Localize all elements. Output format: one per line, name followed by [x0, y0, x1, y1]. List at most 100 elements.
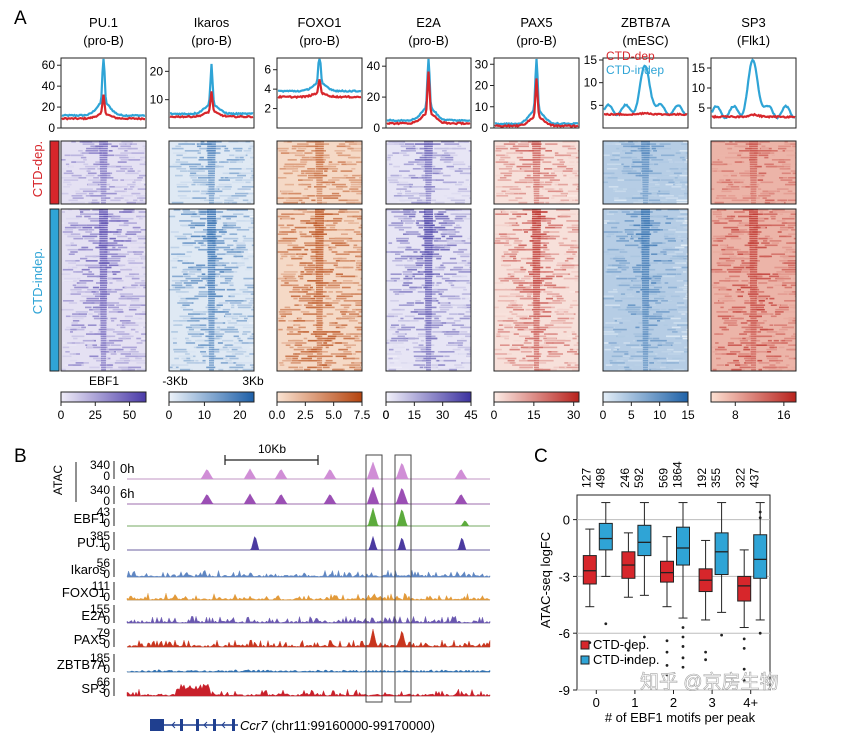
- heatmap-streak: [337, 154, 351, 157]
- heatmap-center-streak: [749, 224, 758, 227]
- heatmap-streak: [183, 275, 191, 278]
- heatmap-streak: [494, 288, 507, 291]
- heatmap-streak: [503, 163, 510, 166]
- heatmap-streak: [181, 213, 195, 215]
- heatmap-streak: [562, 141, 576, 143]
- heatmap-center-streak: [532, 145, 541, 148]
- heatmap-center-streak: [643, 362, 648, 364]
- heatmap-streak: [305, 172, 319, 175]
- heatmap-streak: [193, 297, 199, 300]
- heatmap-streak: [774, 266, 788, 269]
- heatmap-streak: [622, 172, 628, 175]
- heatmap-streak: [755, 209, 769, 211]
- heatmap-streak: [406, 255, 422, 258]
- heatmap-streak: [623, 145, 638, 148]
- heatmap-streak: [469, 266, 471, 269]
- heatmap-streak: [280, 257, 284, 260]
- heatmap-center-streak: [315, 242, 324, 244]
- heatmap-streak: [134, 282, 146, 284]
- heatmap-streak: [299, 231, 303, 233]
- heatmap-streak: [324, 339, 332, 342]
- heatmap-streak: [338, 348, 348, 351]
- heatmap-streak: [62, 280, 74, 282]
- heatmap-streak: [350, 260, 356, 262]
- heatmap-streak: [403, 217, 412, 220]
- heatmap-streak: [221, 233, 226, 235]
- heatmap-streak: [73, 353, 80, 355]
- heatmap-streak: [179, 320, 194, 322]
- heatmap-center-streak: [641, 237, 650, 240]
- heatmap-center-streak: [100, 304, 107, 306]
- heatmap-streak: [117, 235, 128, 238]
- heatmap-streak: [293, 348, 305, 351]
- heatmap-streak: [500, 344, 510, 346]
- heatmap-streak: [218, 302, 229, 304]
- heatmap-streak: [107, 277, 122, 280]
- heatmap-streak: [648, 172, 662, 175]
- heatmap-streak: [231, 304, 235, 306]
- heatmap-streak: [138, 253, 146, 255]
- heatmap-streak: [649, 362, 654, 364]
- heatmap-streak: [712, 284, 717, 287]
- heatmap-streak: [732, 284, 745, 287]
- heatmap-streak: [679, 266, 688, 269]
- heatmap-streak: [535, 246, 548, 249]
- heatmap-center-streak: [641, 257, 650, 260]
- heatmap-center-streak: [750, 300, 757, 302]
- heatmap-streak: [684, 170, 688, 172]
- heatmap-streak: [526, 293, 533, 295]
- heatmap-streak: [744, 300, 750, 302]
- heatmap-streak: [770, 215, 776, 218]
- heatmap-streak: [387, 355, 398, 358]
- heatmap-streak: [301, 320, 315, 322]
- heatmap-streak: [242, 260, 249, 262]
- heatmap-streak: [61, 177, 74, 179]
- heatmap-streak: [504, 337, 509, 340]
- heatmap-streak: [540, 215, 546, 218]
- heatmap-streak: [109, 220, 121, 222]
- heatmap-streak: [438, 293, 443, 295]
- heatmap-center-streak: [642, 331, 649, 333]
- heatmap-streak: [228, 141, 239, 143]
- profile-ctd-indep: [277, 58, 362, 94]
- heatmap-streak: [574, 280, 579, 282]
- heatmap-streak: [108, 311, 124, 313]
- heatmap-streak: [285, 172, 292, 175]
- heatmap-center-streak: [532, 271, 541, 273]
- heatmap-streak: [529, 273, 534, 275]
- heatmap-streak: [129, 304, 142, 306]
- heatmap-center-streak: [208, 324, 215, 326]
- heatmap-center-streak: [642, 291, 649, 293]
- heatmap-streak: [306, 141, 321, 143]
- heatmap-center-streak: [750, 293, 757, 295]
- heatmap-streak: [538, 368, 551, 371]
- heatmap-streak: [230, 271, 238, 273]
- heatmap-streak: [171, 280, 183, 282]
- heatmap-streak: [426, 253, 440, 255]
- heatmap-streak: [358, 268, 362, 271]
- heatmap-streak: [412, 342, 418, 344]
- heatmap-center-streak: [315, 145, 324, 148]
- heatmap-streak: [431, 291, 440, 293]
- heatmap-streak: [673, 172, 682, 175]
- heatmap-streak: [87, 344, 93, 346]
- heatmap-streak: [778, 188, 785, 190]
- heatmap-streak: [306, 271, 314, 273]
- heatmap-streak: [339, 260, 350, 262]
- heatmap-center-streak: [749, 255, 758, 258]
- heatmap-streak: [220, 271, 234, 273]
- heatmap-streak: [506, 152, 521, 154]
- heatmap-streak: [400, 317, 404, 320]
- heatmap-streak: [393, 308, 401, 311]
- heatmap-streak: [723, 174, 729, 177]
- heatmap-streak: [537, 335, 547, 338]
- heatmap-center-streak: [316, 197, 323, 199]
- heatmap-streak: [714, 168, 727, 170]
- heatmap-streak: [686, 253, 688, 255]
- heatmap-center-streak: [533, 357, 539, 360]
- heatmap-center-streak: [424, 141, 433, 143]
- heatmap-center-streak: [208, 339, 215, 342]
- heatmap-streak: [737, 288, 741, 291]
- heatmap-streak: [515, 150, 529, 152]
